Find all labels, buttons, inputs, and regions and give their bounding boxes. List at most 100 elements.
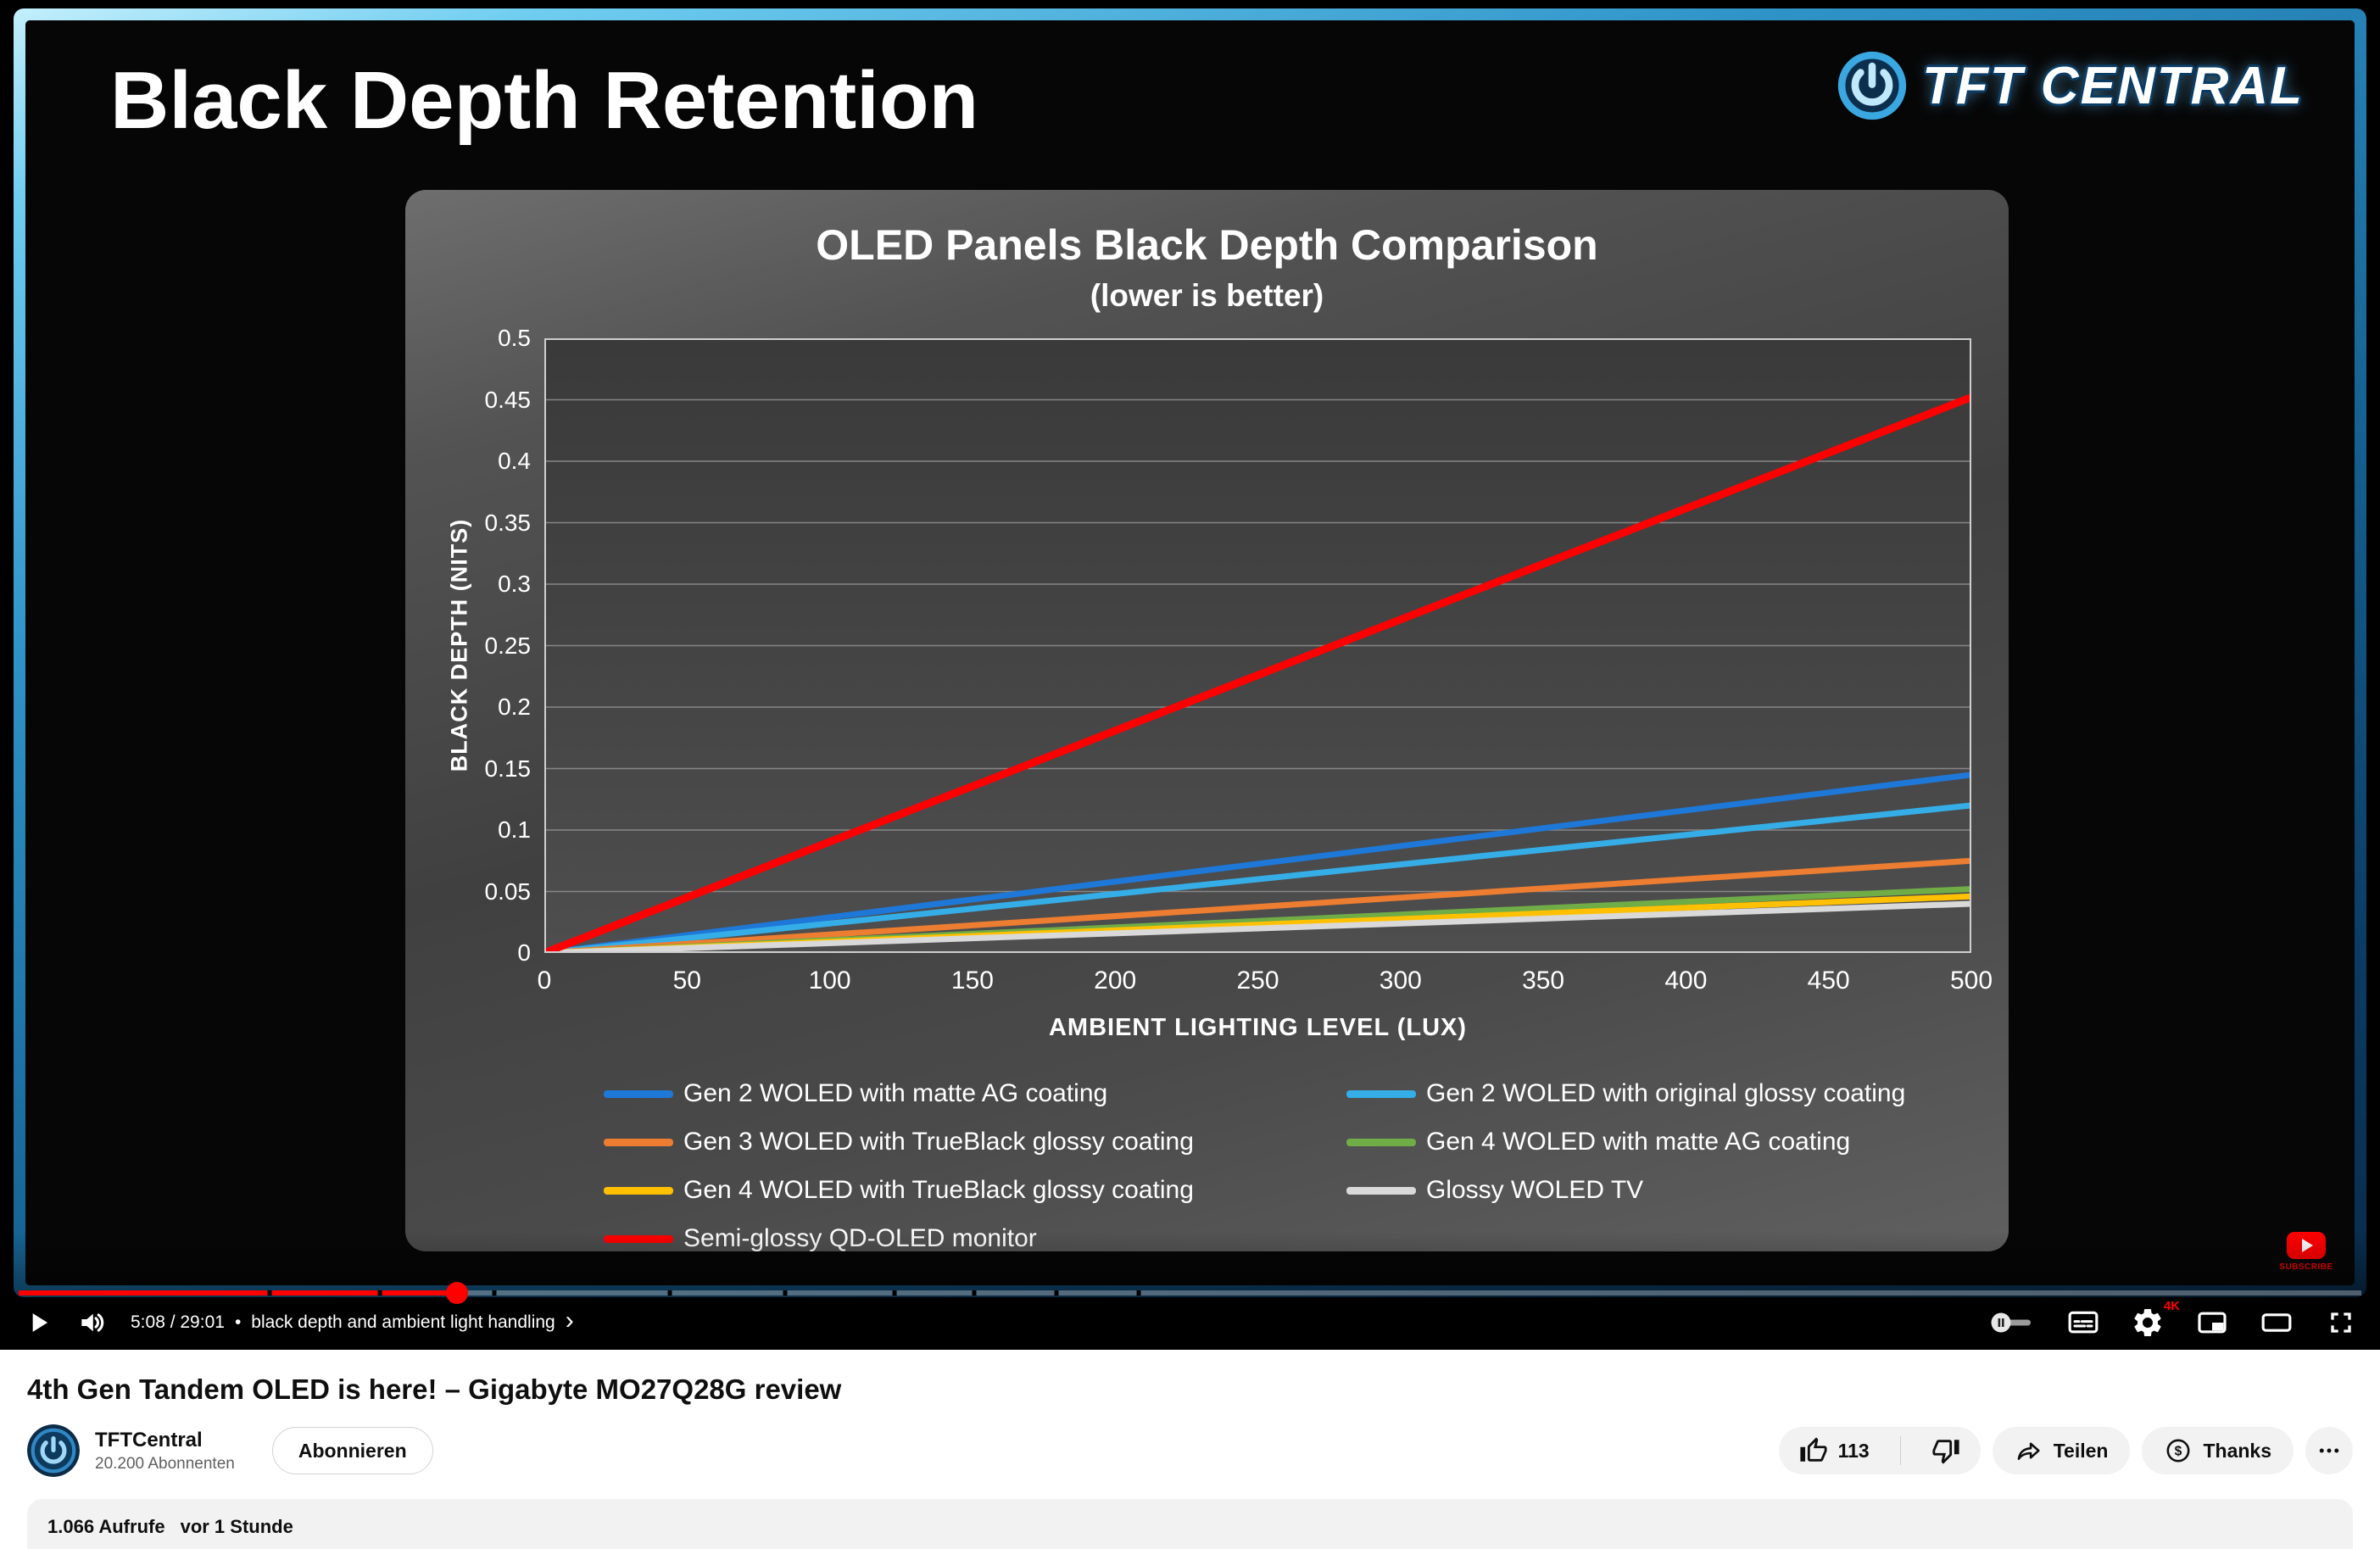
progress-played xyxy=(19,1290,457,1295)
dislike-button[interactable] xyxy=(1911,1427,1981,1474)
left-controls: 5:08 / 29:01 • black depth and ambient l… xyxy=(22,1307,574,1339)
x-tick-label: 300 xyxy=(1379,967,1422,995)
x-axis-label: AMBIENT LIGHTING LEVEL (LUX) xyxy=(1048,1014,1468,1041)
player-controls: 5:08 / 29:01 • black depth and ambient l… xyxy=(0,1231,2380,1350)
chapter-separator: • xyxy=(234,1312,242,1332)
chart-subtitle: (lower is better) xyxy=(1090,278,1324,313)
chapter-mark xyxy=(972,1290,977,1295)
slide-title: Black Depth Retention xyxy=(110,55,979,146)
fullscreen-icon xyxy=(2331,1312,2351,1333)
tft-central-logo: TFT CENTRAL xyxy=(1836,49,2304,122)
chapter-mark xyxy=(1054,1290,1059,1295)
more-icon xyxy=(2319,1448,2339,1453)
y-tick-label: 0.25 xyxy=(484,632,532,659)
subtitles-button[interactable] xyxy=(2066,1306,2100,1340)
channel-avatar[interactable] xyxy=(27,1424,80,1477)
progress-bar[interactable] xyxy=(19,1282,2361,1304)
thumb-down-icon xyxy=(1932,1440,1959,1464)
legend-marker xyxy=(604,1138,673,1146)
video-title: 4th Gen Tandem OLED is here! – Gigabyte … xyxy=(27,1373,842,1405)
y-tick-label: 0.05 xyxy=(484,878,532,905)
x-tick-label: 350 xyxy=(1522,967,1565,995)
chapter-mark xyxy=(783,1290,787,1295)
legend-item: Glossy WOLED TV xyxy=(1346,1175,1905,1206)
slide-frame: Black Depth Retention TFT CENTRAL OLED P… xyxy=(14,8,2366,1297)
x-tick-label: 400 xyxy=(1664,967,1708,995)
chart-title: OLED Panels Black Depth Comparison xyxy=(816,221,1598,269)
chapter-mark xyxy=(492,1290,497,1295)
x-tick-label: 150 xyxy=(950,967,994,995)
share-label: Teilen xyxy=(2053,1439,2109,1462)
legend-item: Gen 4 WOLED with matte AG coating xyxy=(1346,1127,1905,1157)
chevron-right-icon[interactable]: › xyxy=(565,1307,574,1334)
gear-icon xyxy=(2134,1309,2161,1336)
legend-marker xyxy=(1346,1186,1416,1195)
thumb-up-icon xyxy=(1800,1437,1827,1462)
chart-legend: Gen 2 WOLED with matte AG coating Gen 2 W… xyxy=(604,1078,1905,1254)
legend-label: Gen 2 WOLED with matte AG coating xyxy=(683,1079,1108,1107)
chapter-mark xyxy=(267,1290,272,1295)
subscriber-count: 20.200 Abonnenten xyxy=(95,1454,235,1473)
like-dislike-pill: 113 xyxy=(1778,1427,1981,1474)
legend-label: Gen 2 WOLED with original glossy coating xyxy=(1426,1079,1906,1107)
y-tick-label: 0.1 xyxy=(498,816,531,843)
y-tick-label: 0.2 xyxy=(498,694,531,720)
chart-panel: OLED Panels Black Depth Comparison (lowe… xyxy=(405,190,2009,1254)
x-tick-label: 250 xyxy=(1236,967,1279,995)
legend-item: Gen 3 WOLED with TrueBlack glossy coatin… xyxy=(604,1127,1346,1157)
time-chapter-group: 5:08 / 29:01 • black depth and ambient l… xyxy=(131,1308,574,1334)
autoplay-toggle[interactable] xyxy=(1987,1310,2036,1335)
view-count: 1.066 Aufrufe xyxy=(47,1516,165,1537)
quality-badge: 4K xyxy=(2163,1299,2180,1313)
legend-marker xyxy=(1346,1089,1416,1098)
share-icon xyxy=(2017,1442,2040,1460)
x-tick-label: 50 xyxy=(672,967,701,995)
channel-name[interactable]: TFTCentral xyxy=(95,1428,203,1451)
volume-icon xyxy=(81,1313,104,1332)
play-icon xyxy=(32,1313,48,1332)
thanks-button[interactable]: $ Thanks xyxy=(2142,1427,2294,1474)
like-count: 113 xyxy=(1837,1439,1870,1462)
fullscreen-button[interactable] xyxy=(2324,1306,2358,1340)
legend-label: Gen 4 WOLED with matte AG coating xyxy=(1426,1128,1851,1156)
legend-label: Gen 4 WOLED with TrueBlack glossy coatin… xyxy=(683,1176,1194,1204)
y-tick-label: 0.35 xyxy=(484,509,532,536)
chapter-mark xyxy=(1136,1290,1141,1295)
video-player[interactable]: Black Depth Retention TFT CENTRAL OLED P… xyxy=(0,0,2380,1350)
subscribe-button[interactable]: Abonnieren xyxy=(271,1427,433,1474)
volume-button[interactable] xyxy=(76,1307,109,1339)
like-button[interactable]: 113 xyxy=(1779,1427,1890,1474)
presentation-slide: Black Depth Retention TFT CENTRAL OLED P… xyxy=(25,20,2355,1285)
legend-label: Gen 3 WOLED with TrueBlack glossy coatin… xyxy=(683,1128,1194,1156)
theater-icon xyxy=(2261,1313,2292,1332)
channel-row: TFTCentral 20.200 Abonnenten Abonnieren … xyxy=(27,1424,2353,1477)
channel-meta: TFTCentral 20.200 Abonnenten xyxy=(95,1429,235,1474)
share-button[interactable]: Teilen xyxy=(1992,1427,2131,1474)
chapter-mark xyxy=(892,1290,897,1295)
chapter-title[interactable]: black depth and ambient light handling xyxy=(251,1312,555,1332)
y-tick-label: 0.45 xyxy=(484,386,532,413)
avatar-power-icon xyxy=(27,1424,80,1477)
action-bar: 113 Teilen xyxy=(1778,1427,2353,1474)
legend-label: Glossy WOLED TV xyxy=(1426,1176,1644,1204)
y-tick-label: 0.4 xyxy=(498,448,531,474)
miniplayer-button[interactable] xyxy=(2195,1306,2229,1340)
pill-divider xyxy=(1899,1436,1901,1465)
thanks-label: Thanks xyxy=(2203,1439,2271,1462)
y-tick-label: 0.15 xyxy=(484,755,532,782)
x-tick-label: 100 xyxy=(808,967,851,995)
settings-button[interactable]: 4K xyxy=(2131,1299,2180,1340)
progress-knob[interactable] xyxy=(445,1282,468,1304)
more-actions-button[interactable] xyxy=(2305,1427,2353,1474)
time-display: 5:08 / 29:01 xyxy=(131,1312,225,1332)
legend-item: Gen 2 WOLED with matte AG coating xyxy=(604,1078,1346,1109)
x-tick-label: 500 xyxy=(1949,967,1993,995)
thanks-icon: $ xyxy=(2167,1439,2190,1463)
theater-button[interactable] xyxy=(2260,1306,2294,1340)
video-meta: 1.066 Aufrufe vor 1 Stunde xyxy=(47,1516,2333,1538)
play-button[interactable] xyxy=(22,1307,54,1339)
logo-word-central: CENTRAL xyxy=(2040,56,2304,115)
description-box[interactable]: 1.066 Aufrufe vor 1 Stunde A full review… xyxy=(27,1499,2353,1549)
legend-item: Gen 2 WOLED with original glossy coating xyxy=(1346,1078,1905,1109)
